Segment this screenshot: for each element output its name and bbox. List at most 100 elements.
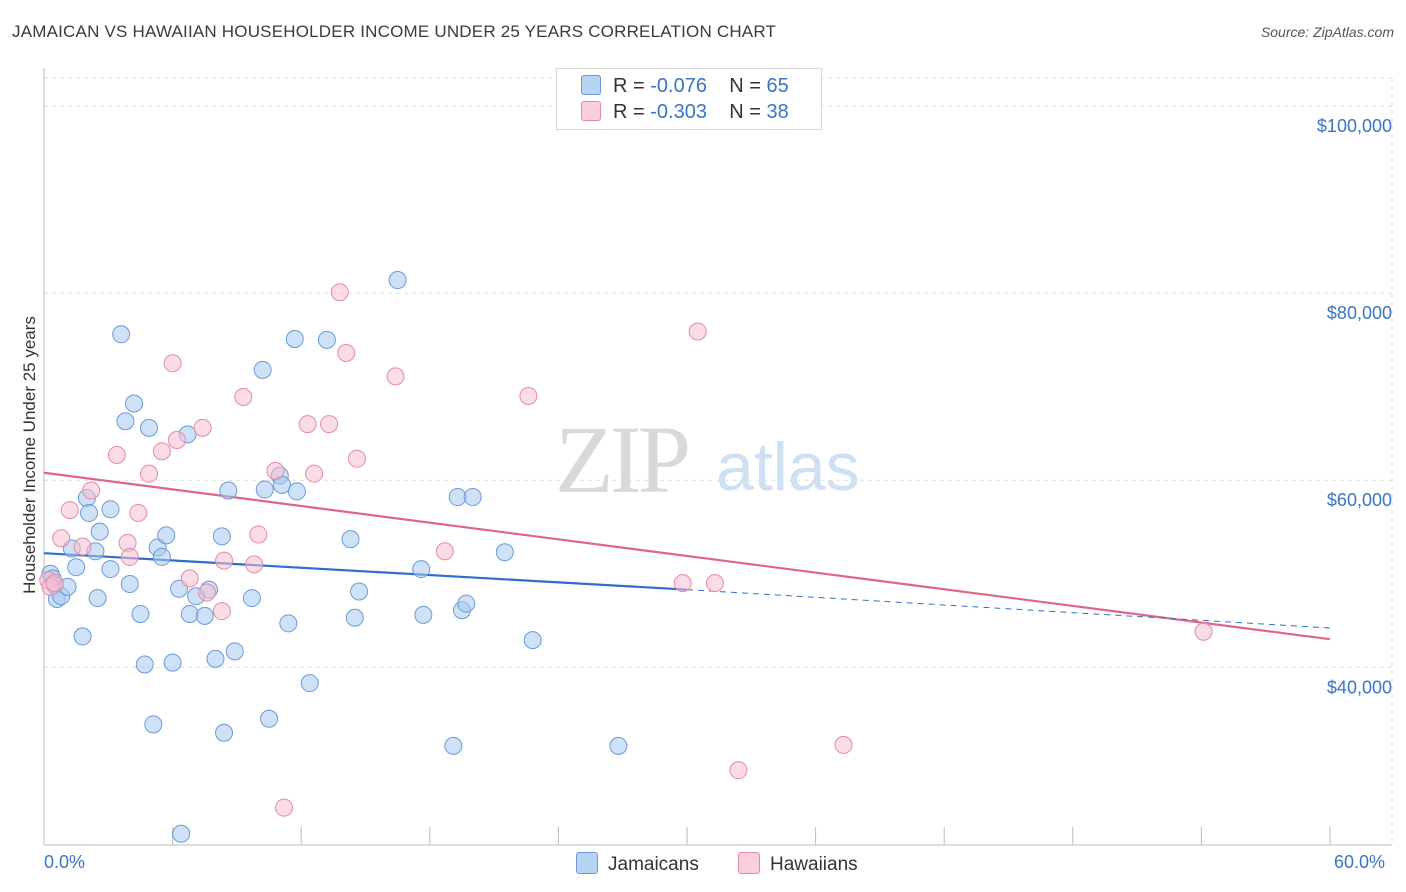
hawaiians-trend-line bbox=[43, 471, 1331, 641]
jamaicans-point bbox=[609, 736, 628, 755]
hawaiians-point bbox=[197, 583, 216, 602]
legend-item-hawaiians: Hawaiians bbox=[738, 852, 858, 876]
legend-n-label: N = bbox=[729, 101, 761, 123]
legend-n-value: 38 bbox=[766, 101, 789, 123]
legend-label: Hawaiians bbox=[770, 854, 858, 875]
jamaicans-trend-line bbox=[43, 552, 688, 591]
jamaicans-point bbox=[80, 503, 99, 522]
jamaicans-point bbox=[212, 527, 231, 546]
jamaicans-point bbox=[300, 674, 319, 693]
jamaicans-point bbox=[135, 655, 154, 674]
jamaicans-point bbox=[172, 824, 191, 843]
watermark-zip: ZIP bbox=[555, 406, 688, 513]
jamaicans-point bbox=[152, 547, 171, 566]
jamaicans-point bbox=[140, 418, 159, 437]
jamaicans-point bbox=[242, 589, 261, 608]
jamaicans-point bbox=[412, 560, 431, 579]
hawaiians-point bbox=[120, 547, 139, 566]
pink-swatch-icon bbox=[738, 852, 760, 874]
hawaiians-point bbox=[212, 602, 231, 621]
jamaicans-point bbox=[341, 530, 360, 549]
hawaiians-point bbox=[305, 464, 324, 483]
hawaiians-point bbox=[337, 343, 356, 362]
jamaicans-point bbox=[414, 605, 433, 624]
jamaicans-point bbox=[350, 582, 369, 601]
jamaicans-point bbox=[67, 558, 86, 577]
jamaicans-point bbox=[219, 481, 238, 500]
jamaicans-point bbox=[125, 394, 144, 413]
jamaicans-point bbox=[73, 627, 92, 646]
hawaiians-point bbox=[729, 761, 748, 780]
hawaiians-point bbox=[249, 525, 268, 544]
y-tick-label: $100,000 bbox=[1317, 116, 1392, 136]
y-tick-label: $40,000 bbox=[1327, 677, 1392, 697]
jamaicans-point bbox=[157, 526, 176, 545]
hawaiians-point bbox=[152, 442, 171, 461]
hawaiians-point bbox=[435, 542, 454, 561]
y-tick-labels: $100,000 $80,000 $60,000 $40,000 bbox=[1317, 116, 1392, 697]
jamaicans-point bbox=[112, 325, 131, 344]
hawaiians-point bbox=[82, 481, 101, 500]
jamaicans-point bbox=[116, 412, 135, 431]
jamaicans-point bbox=[101, 500, 120, 519]
jamaicans-point bbox=[285, 329, 304, 348]
hawaiians-point bbox=[73, 537, 92, 556]
hawaiians-point bbox=[107, 445, 126, 464]
jamaicans-trend-extension bbox=[686, 589, 1331, 629]
hawaiians-point bbox=[298, 415, 317, 434]
legend-item-jamaicans: Jamaicans bbox=[576, 852, 699, 876]
legend-r-value: -0.076 bbox=[650, 75, 707, 97]
legend-n-label: N = bbox=[729, 75, 761, 97]
jamaicans-point bbox=[279, 614, 298, 633]
legend-r-label: R = bbox=[613, 75, 645, 97]
watermark-atlas: atlas bbox=[716, 429, 860, 505]
jamaicans-point bbox=[345, 608, 364, 627]
hawaiians-point bbox=[519, 387, 538, 406]
y-tick-label: $80,000 bbox=[1327, 303, 1392, 323]
legend-row-hawaiians: R = -0.303 N = 38 bbox=[581, 101, 789, 125]
hawaiians-point bbox=[275, 798, 294, 817]
jamaicans-point bbox=[163, 653, 182, 672]
chart-title: JAMAICAN VS HAWAIIAN HOUSEHOLDER INCOME … bbox=[12, 22, 777, 41]
hawaiians-point bbox=[386, 367, 405, 386]
jamaicans-point bbox=[253, 360, 272, 379]
jamaicans-point bbox=[444, 736, 463, 755]
jamaicans-point bbox=[260, 709, 279, 728]
hawaiians-point bbox=[688, 322, 707, 341]
hawaiians-point bbox=[180, 569, 199, 588]
hawaiians-point bbox=[320, 415, 339, 434]
jamaicans-point bbox=[215, 723, 234, 742]
pink-swatch-icon bbox=[581, 101, 601, 121]
x-tick-min: 0.0% bbox=[44, 852, 86, 872]
jamaicans-point bbox=[144, 715, 163, 734]
jamaicans-point bbox=[195, 606, 214, 625]
jamaicans-point bbox=[90, 522, 109, 541]
hawaiians-point bbox=[167, 430, 186, 449]
source-label: Source: ZipAtlas.com bbox=[1260, 24, 1394, 40]
data-points bbox=[39, 271, 1213, 843]
jamaicans-point bbox=[495, 543, 514, 562]
jamaicans-point bbox=[120, 575, 139, 594]
hawaiians-point bbox=[163, 354, 182, 373]
legend-label: Jamaicans bbox=[608, 854, 699, 875]
hawaiians-point bbox=[1194, 622, 1213, 641]
hawaiians-point bbox=[347, 449, 366, 468]
hawaiians-point bbox=[60, 501, 79, 520]
trend-lines bbox=[43, 471, 1331, 641]
jamaicans-point bbox=[388, 271, 407, 290]
hawaiians-point bbox=[673, 574, 692, 593]
jamaicans-point bbox=[101, 560, 120, 579]
blue-swatch-icon bbox=[576, 852, 598, 874]
stats-legend: R = -0.076 N = 65 R = -0.303 N = 38 bbox=[556, 68, 822, 130]
jamaicans-point bbox=[88, 589, 107, 608]
jamaicans-point bbox=[457, 594, 476, 613]
hawaiians-point bbox=[266, 461, 285, 480]
blue-swatch-icon bbox=[581, 75, 601, 95]
hawaiians-point bbox=[140, 464, 159, 483]
legend-n-value: 65 bbox=[766, 75, 789, 97]
jamaicans-point bbox=[255, 480, 274, 499]
jamaicans-point bbox=[225, 642, 244, 661]
jamaicans-point bbox=[131, 604, 150, 623]
hawaiians-point bbox=[234, 387, 253, 406]
